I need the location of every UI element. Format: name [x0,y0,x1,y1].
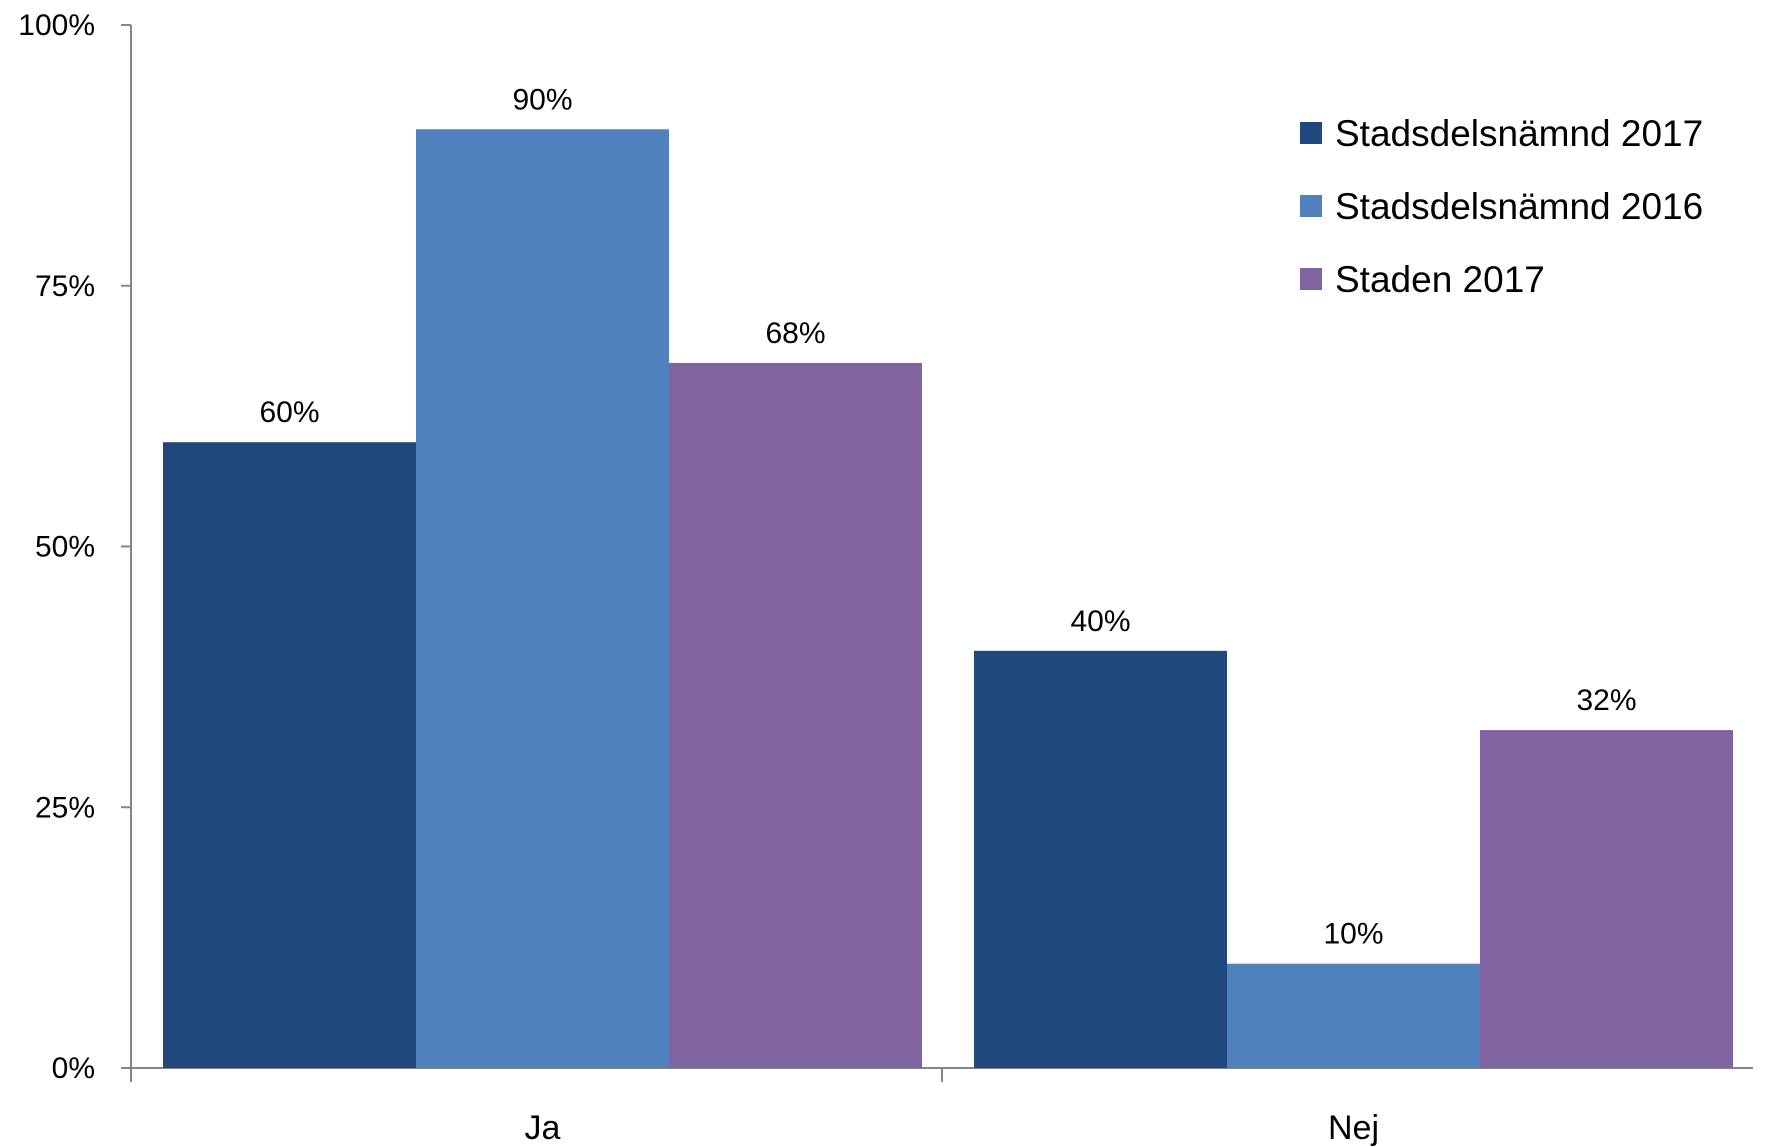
y-tick-label: 100% [18,9,95,42]
bar [974,650,1227,1068]
y-tick-label: 50% [35,531,95,564]
bar-value-label: 68% [765,317,825,350]
y-tick-label: 75% [35,270,95,303]
axes: 0% 25% 50% 75% 100% Ja Nej [18,9,1753,1147]
x-category-label: Ja [525,1109,561,1147]
bar-value-label: 40% [1070,605,1130,638]
data-labels: 60% 90% 68% 40% 10% 32% [259,83,1636,950]
y-tick-label: 25% [35,791,95,824]
legend-label: Staden 2017 [1335,259,1545,300]
bar [1480,730,1733,1068]
bar [416,129,669,1069]
bar [163,442,416,1068]
bar [669,362,922,1068]
bar [1227,963,1480,1068]
legend-swatch [1300,122,1322,144]
legend: Stadsdelsnämnd 2017 Stadsdelsnämnd 2016 St… [1300,113,1703,300]
bar-value-label: 90% [512,83,572,116]
legend-swatch [1300,195,1322,217]
legend-label: Stadsdelsnämnd 2017 [1335,113,1703,154]
bar-value-label: 60% [259,396,319,429]
legend-label: Stadsdelsnämnd 2016 [1335,186,1703,227]
x-category-label: Nej [1328,1109,1379,1147]
bar-value-label: 32% [1576,684,1636,717]
y-tick-label: 0% [52,1052,95,1085]
bars [163,129,1733,1069]
bar-value-label: 10% [1323,918,1383,951]
legend-swatch [1300,268,1322,290]
